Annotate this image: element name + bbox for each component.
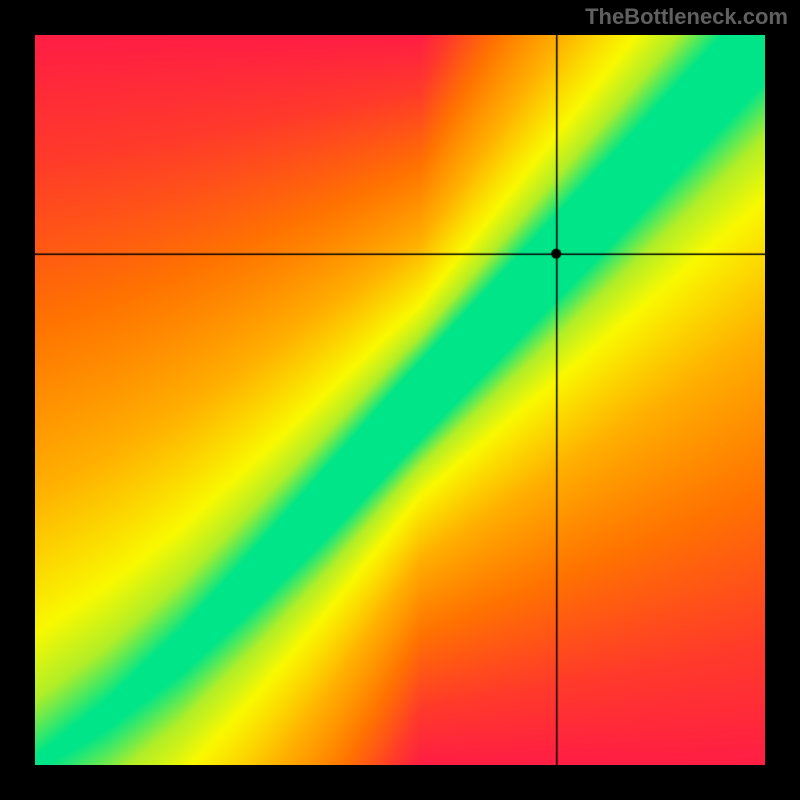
plot-area [35, 35, 765, 765]
heatmap-canvas [35, 35, 765, 765]
attribution-label: TheBottleneck.com [585, 4, 788, 30]
chart-container: TheBottleneck.com [0, 0, 800, 800]
